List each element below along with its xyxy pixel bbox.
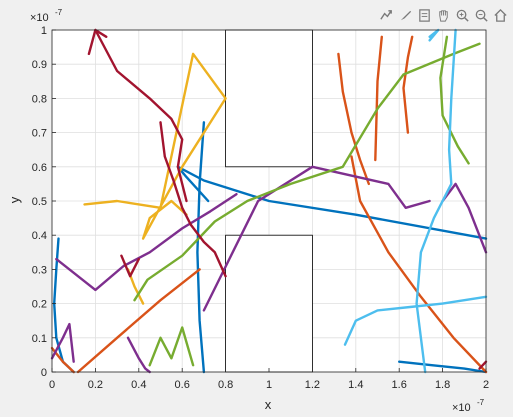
brush-icon[interactable] xyxy=(396,6,414,24)
y-tick-label: 1 xyxy=(41,25,47,37)
x-tick-label: 0.8 xyxy=(218,379,233,391)
export-icon[interactable] xyxy=(377,6,395,24)
x-tick-label: 0.2 xyxy=(88,379,103,391)
series-line xyxy=(55,192,238,292)
series-line xyxy=(415,182,453,374)
x-tick-label: 2 xyxy=(483,379,489,391)
datatip-icon[interactable] xyxy=(415,6,433,24)
x-tick-label: 1.6 xyxy=(392,379,407,391)
y-tick-label: 0.1 xyxy=(32,333,47,345)
y-tick-label: 0.5 xyxy=(32,196,47,208)
y-ticks: 0 0.1 0.2 0.3 0.4 0.5 0.6 0.7 0.8 0.9 1 xyxy=(32,25,56,379)
y-tick-label: 0.7 xyxy=(32,128,47,140)
series-line xyxy=(202,165,431,312)
y-exponent-base: ×10 xyxy=(30,12,49,24)
axes-toolbar xyxy=(377,4,509,26)
pan-icon[interactable] xyxy=(434,6,452,24)
x-tick-label: 1.4 xyxy=(348,379,363,391)
x-ticks: 0 0.2 0.4 0.6 0.8 1 1.2 1.4 1.6 1.8 2 xyxy=(49,368,489,391)
y-tick-label: 0.2 xyxy=(32,299,47,311)
y-tick-label: 0.8 xyxy=(32,93,47,105)
series-line xyxy=(350,155,488,374)
x-axis-label: x xyxy=(265,397,272,412)
series-line xyxy=(120,254,141,278)
obstacle-rect xyxy=(225,29,313,168)
obstacle-rect xyxy=(225,234,313,373)
y-tick-label: 0.3 xyxy=(32,264,47,276)
series-line xyxy=(343,295,488,346)
x-tick-label: 1 xyxy=(266,379,272,391)
y-exponent-power: -7 xyxy=(55,8,63,17)
series-line xyxy=(50,322,75,363)
obstacle-rectangles xyxy=(225,29,313,373)
x-tick-label: 0 xyxy=(49,379,55,391)
y-tick-label: 0.4 xyxy=(32,230,47,242)
series-line xyxy=(148,326,195,367)
y-tick-label: 0.9 xyxy=(32,59,47,71)
x-tick-label: 0.6 xyxy=(175,379,190,391)
x-tick-label: 0.4 xyxy=(131,379,146,391)
y-tick-label: 0.6 xyxy=(32,162,47,174)
series-line xyxy=(159,121,227,278)
x-tick-label: 1.2 xyxy=(305,379,320,391)
series-line xyxy=(126,336,151,374)
series-line xyxy=(176,165,488,240)
x-exponent-power: -7 xyxy=(477,398,485,407)
zoom-in-icon[interactable] xyxy=(453,6,471,24)
series-line xyxy=(337,52,370,186)
x-exponent: ×10 -7 xyxy=(452,398,485,414)
x-exponent-base: ×10 xyxy=(452,402,471,414)
y-tick-label: 0 xyxy=(41,367,47,379)
series-line xyxy=(94,28,188,203)
series-line xyxy=(478,360,488,370)
series-line xyxy=(133,42,481,302)
home-icon[interactable] xyxy=(491,6,509,24)
y-exponent: ×10 -7 xyxy=(30,8,63,24)
series-line xyxy=(374,35,383,162)
series-line xyxy=(398,360,488,374)
series-line xyxy=(196,121,206,374)
series-line xyxy=(83,52,227,240)
x-tick-label: 1.8 xyxy=(435,379,450,391)
series-line xyxy=(447,28,457,186)
zoom-out-icon[interactable] xyxy=(472,6,490,24)
series-line xyxy=(441,182,488,254)
series-line xyxy=(439,35,470,165)
series-line xyxy=(76,268,201,374)
y-axis-label: y xyxy=(7,196,22,203)
